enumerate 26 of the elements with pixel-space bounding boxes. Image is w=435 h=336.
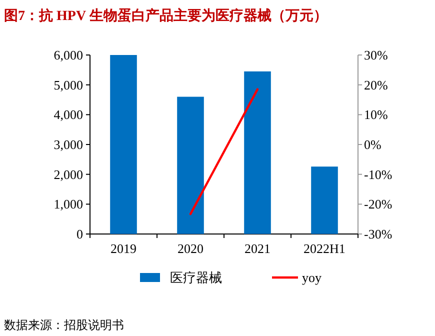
legend-label: yoy [302, 270, 322, 285]
x-tick-label: 2022H1 [304, 241, 346, 256]
y2-tick-label: 30% [364, 48, 388, 62]
legend-label: 医疗器械 [170, 270, 222, 285]
y-tick-label: 3,000 [54, 137, 83, 152]
bar [311, 166, 338, 234]
y-tick-label: 5,000 [54, 77, 83, 92]
y2-tick-label: 10% [364, 107, 388, 122]
y2-tick-label: -20% [364, 196, 392, 212]
bar [177, 96, 204, 234]
chart-title: 图7：抗 HPV 生物蛋白产品主要为医疗器械（万元） [4, 7, 328, 24]
y-tick-label: 2,000 [54, 166, 83, 182]
y-tick-label: 4,000 [54, 107, 83, 122]
y2-tick-label: -30% [364, 226, 392, 242]
y2-tick-label: 20% [364, 77, 388, 92]
y-tick-label: 1,000 [54, 196, 83, 212]
y2-tick-label: 0% [364, 137, 382, 152]
y2-tick-label: -10% [364, 166, 392, 182]
x-tick-label: 2019 [110, 241, 136, 256]
source-note: 数据来源：招股说明书 [4, 318, 124, 332]
y-tick-label: 6,000 [54, 48, 83, 62]
bar [244, 71, 271, 234]
x-tick-label: 2021 [244, 241, 270, 256]
y-tick-label: 0 [76, 226, 83, 242]
bar [110, 55, 137, 234]
x-tick-label: 2020 [178, 241, 204, 256]
